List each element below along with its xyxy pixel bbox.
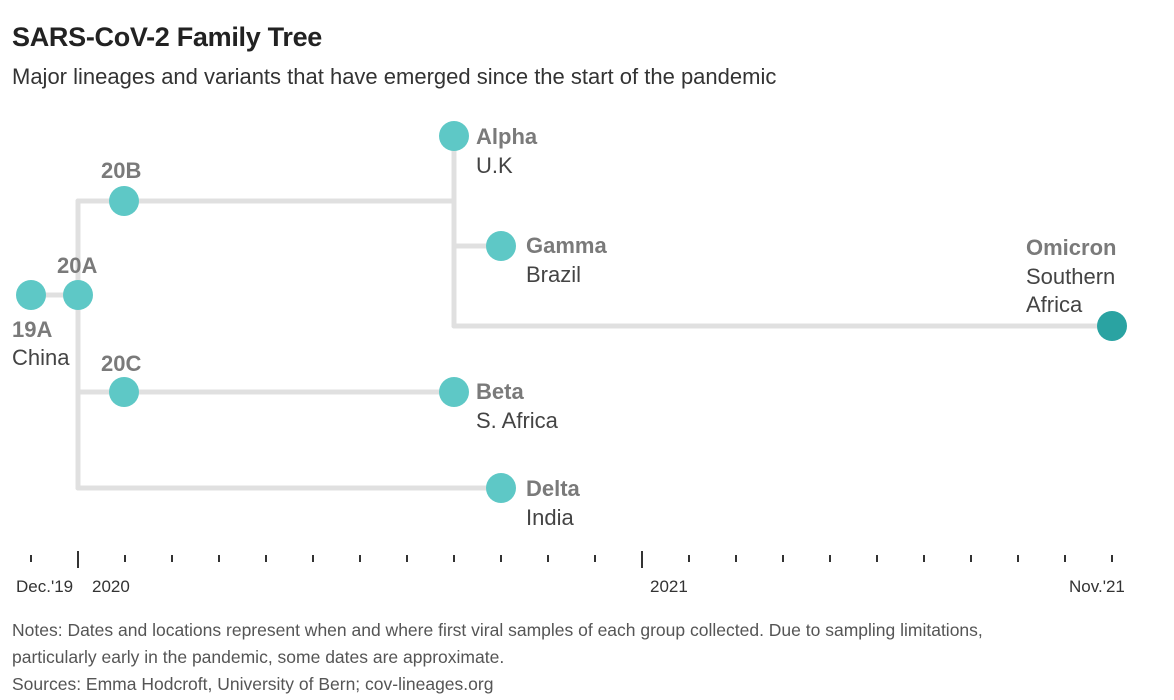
label-19a-name: 19A [12,317,52,342]
notes-line-2: particularly early in the pandemic, some… [12,647,505,667]
node-omicron [1097,311,1127,341]
label-20b-name: 20B [101,158,141,183]
axis-label-2020: 2020 [92,577,130,596]
label-omicron-location-line1: Southern [1026,264,1115,289]
label-19a-location: China [12,345,70,370]
tree-branches [28,133,1115,491]
node-labels: 19A China 20A 20B 20C Alpha U.K Gamma Br… [12,124,1116,530]
label-beta-name: Beta [476,379,524,404]
notes-line-1: Notes: Dates and locations represent whe… [12,620,983,640]
label-omicron-location-line2: Africa [1026,292,1083,317]
node-delta [486,473,516,503]
label-20a-name: 20A [57,253,97,278]
label-alpha-name: Alpha [476,124,538,149]
label-alpha-location: U.K [476,153,513,178]
timeline-ticks [30,551,1113,568]
node-gamma [486,231,516,261]
timeline-labels: Dec.'19 2020 2021 Nov.'21 [16,577,1125,596]
label-gamma-name: Gamma [526,233,607,258]
axis-label-nov-21: Nov.'21 [1069,577,1125,596]
node-beta [439,377,469,407]
label-20c-name: 20C [101,351,141,376]
label-beta-location: S. Africa [476,408,559,433]
sources-line: Sources: Emma Hodcroft, University of Be… [12,674,494,694]
node-alpha [439,121,469,151]
node-20a [63,280,93,310]
chart-notes: Notes: Dates and locations represent whe… [12,617,1162,698]
node-19a [16,280,46,310]
label-gamma-location: Brazil [526,262,581,287]
label-delta-location: India [526,505,574,530]
label-delta-name: Delta [526,476,581,501]
tree-nodes [16,121,1127,503]
axis-label-2021: 2021 [650,577,688,596]
chart-subtitle: Major lineages and variants that have em… [12,64,777,89]
family-tree-diagram: 19A China 20A 20B 20C Alpha U.K Gamma Br… [12,121,1127,596]
node-20b [109,186,139,216]
node-20c [109,377,139,407]
chart-title: SARS-CoV-2 Family Tree [12,22,323,52]
label-omicron-name: Omicron [1026,235,1116,260]
axis-label-dec-19: Dec.'19 [16,577,73,596]
